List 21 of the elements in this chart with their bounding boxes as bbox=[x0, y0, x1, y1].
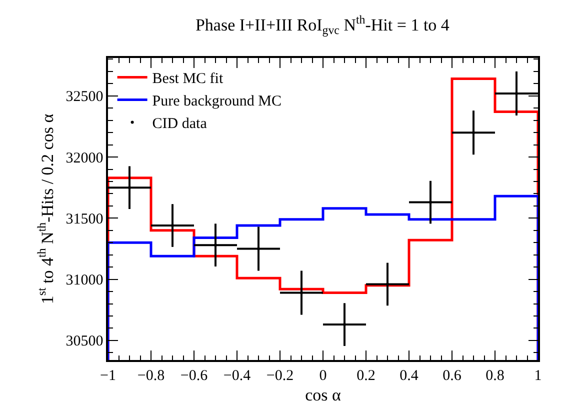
x-tick-label: 1 bbox=[534, 368, 542, 384]
y-tick-label: 30500 bbox=[66, 334, 104, 350]
legend-label: Pure background MC bbox=[152, 94, 282, 110]
x-tick-label: 0.8 bbox=[486, 368, 504, 384]
x-tick-label: 0.4 bbox=[400, 368, 419, 384]
x-tick-label: 0.2 bbox=[356, 368, 376, 384]
x-tick-label: −0.8 bbox=[137, 368, 165, 384]
y-tick-label: 32500 bbox=[66, 89, 104, 106]
x-tick-label: −0.6 bbox=[180, 368, 208, 384]
x-tick-label: 0.6 bbox=[442, 368, 462, 384]
x-axis-title: cos α bbox=[305, 386, 341, 405]
y-tick-label: 31500 bbox=[66, 211, 104, 228]
chart-title: Phase I+II+III RoI$_{gvc}$ N$^{th}$-Hit = 1 to 4 bbox=[195, 12, 450, 37]
legend-label: CID data bbox=[152, 116, 208, 132]
x-tick-label: −0.4 bbox=[223, 368, 252, 384]
x-tick-label: 0 bbox=[319, 368, 327, 384]
x-tick-label: −0.2 bbox=[266, 368, 294, 384]
y-tick-label: 31000 bbox=[66, 272, 104, 289]
y-tick-label: 32000 bbox=[66, 150, 104, 166]
legend-label: Best MC fit bbox=[152, 71, 224, 88]
x-tick-label: −1 bbox=[100, 368, 116, 384]
